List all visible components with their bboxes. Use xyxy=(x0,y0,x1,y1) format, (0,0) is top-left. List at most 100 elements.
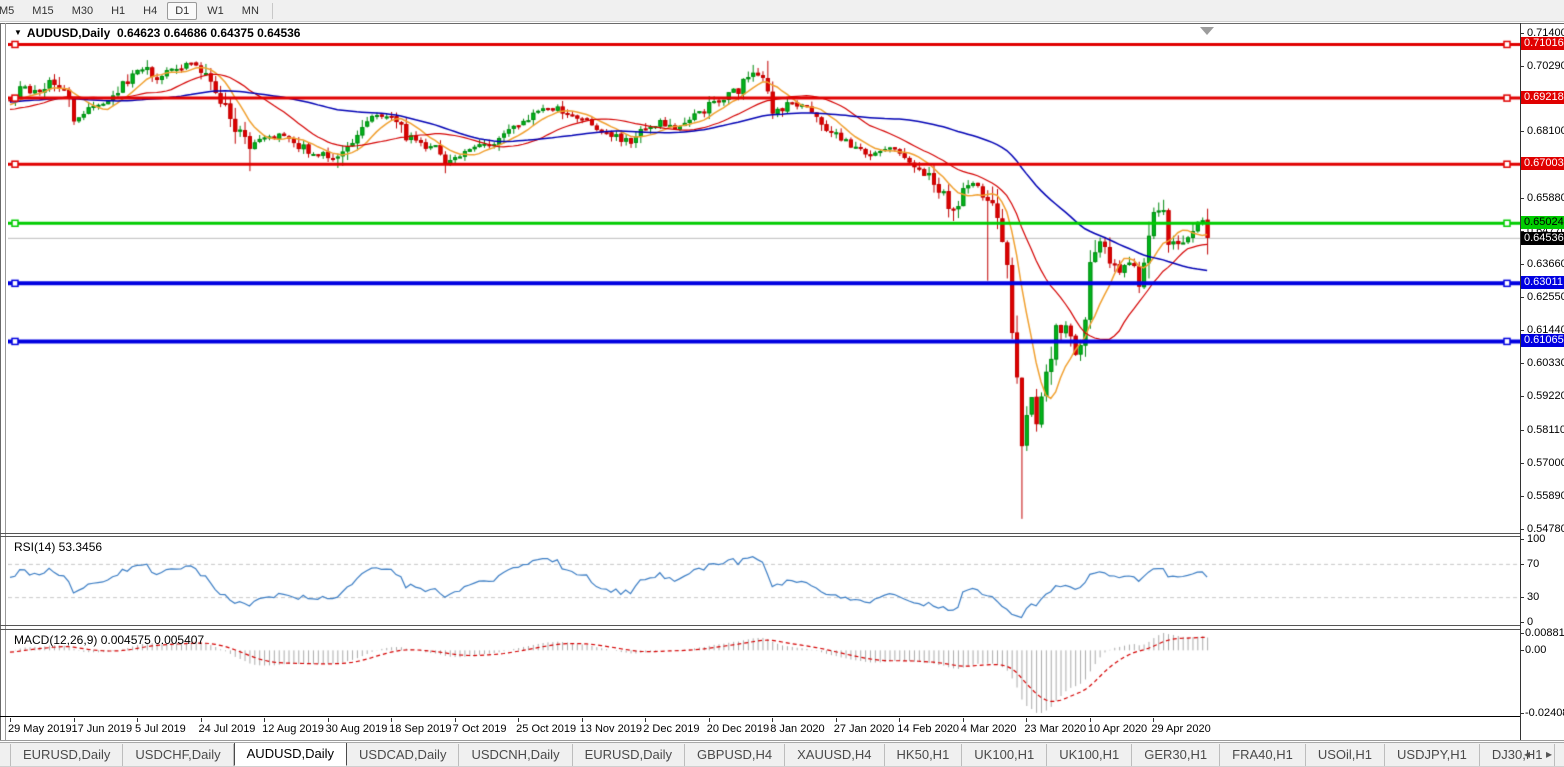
timeframe-button-m5[interactable]: M5 xyxy=(0,4,15,17)
date-tick-label: 5 Jul 2019 xyxy=(135,723,186,735)
price-tick-mark xyxy=(1520,330,1524,332)
chart-tab-fra40-h1[interactable]: FRA40,H1 xyxy=(1220,744,1306,766)
tab-scroll-left-icon[interactable]: ◂ xyxy=(1524,747,1531,761)
chart-tab-eurusd-daily[interactable]: EURUSD,Daily xyxy=(573,744,685,766)
window-left-border-outer xyxy=(0,23,1,741)
date-tick-label: 29 Apr 2020 xyxy=(1151,723,1211,735)
date-axis-bottom-border xyxy=(0,740,1564,741)
date-tick-label: 13 Nov 2019 xyxy=(579,723,643,735)
macd-label: MACD(12,26,9) 0.004575 0.005407 xyxy=(14,633,205,647)
price-tick-label: 0.62550 xyxy=(1527,291,1564,304)
rsi-tick-mark xyxy=(1520,597,1524,599)
date-tick-mark xyxy=(772,718,774,722)
chart-tab-ger30-h1[interactable]: GER30,H1 xyxy=(1132,744,1221,766)
rsi-tick-mark xyxy=(1520,622,1524,623)
date-tick-label: 8 Jan 2020 xyxy=(770,723,825,735)
price-tick-label: 0.57000 xyxy=(1527,456,1564,469)
date-tick-label: 27 Jan 2020 xyxy=(833,723,895,735)
tab-scroll-right-icon[interactable]: ▸ xyxy=(1546,747,1553,761)
price-tick-label: 0.65880 xyxy=(1527,191,1564,204)
chart-tab-uk100-h1[interactable]: UK100,H1 xyxy=(962,744,1048,766)
date-tick-mark xyxy=(391,718,393,722)
date-tick-mark xyxy=(518,718,520,722)
price-tick-mark xyxy=(1520,263,1524,265)
timeframe-button-d1[interactable]: D1 xyxy=(167,1,198,20)
chart-tab-usoil-h1[interactable]: USOil,H1 xyxy=(1306,744,1386,766)
chart-title: ▼ AUDUSD,Daily 0.64623 0.64686 0.64375 0.… xyxy=(14,26,300,40)
date-tick-mark xyxy=(327,718,329,722)
main-panel-bottom-border xyxy=(0,533,1520,534)
chart-tab-xauusd-h4[interactable]: XAUUSD,H4 xyxy=(785,744,885,766)
rsi-tick-mark xyxy=(1520,563,1524,565)
price-tick-label: 0.70290 xyxy=(1527,60,1564,73)
date-tick-mark xyxy=(708,718,710,722)
price-tick-label: 0.68100 xyxy=(1527,125,1564,138)
price-tick-mark xyxy=(1520,297,1524,299)
chart-shift-marker-icon[interactable] xyxy=(1200,27,1214,35)
macd-panel-top-border xyxy=(0,629,1520,630)
price-tick-mark xyxy=(1520,363,1524,365)
date-tick-mark xyxy=(200,718,202,722)
rsi-tick-label: 30 xyxy=(1527,591,1540,604)
date-tick-mark xyxy=(454,718,456,722)
level-price-label: 0.69218 xyxy=(1521,91,1564,105)
macd-tick-mark xyxy=(1520,713,1524,714)
macd-panel-bottom-border xyxy=(0,716,1520,717)
chart-tab-eurusd-daily[interactable]: EURUSD,Daily xyxy=(10,744,124,766)
timeframe-button-w1[interactable]: W1 xyxy=(207,4,224,17)
chart-tab-gbpusd-h4[interactable]: GBPUSD,H4 xyxy=(685,744,786,766)
date-tick-mark xyxy=(962,718,964,722)
price-tick-mark xyxy=(1520,197,1524,199)
date-tick-mark xyxy=(1153,718,1155,722)
price-tick-label: 0.60330 xyxy=(1527,357,1564,370)
rsi-indicator-chart[interactable] xyxy=(8,537,1520,625)
chart-tab-usdcnh-daily[interactable]: USDCNH,Daily xyxy=(459,744,573,766)
macd-tick-mark xyxy=(1520,633,1524,634)
date-tick-mark xyxy=(137,718,139,722)
rsi-tick-label: 70 xyxy=(1527,557,1540,570)
chart-dropdown-icon[interactable]: ▼ xyxy=(14,28,22,37)
chart-symbol-period: AUDUSD,Daily xyxy=(26,26,111,40)
chart-tab-audusd-daily[interactable]: AUDUSD,Daily xyxy=(233,743,348,766)
chart-tab-hk50-h1[interactable]: HK50,H1 xyxy=(885,744,963,766)
date-tick-label: 12 Aug 2019 xyxy=(262,723,324,735)
chart-tab-usdcad-daily[interactable]: USDCAD,Daily xyxy=(347,744,460,766)
price-tick-mark xyxy=(1520,66,1524,68)
macd-indicator-chart[interactable] xyxy=(8,630,1520,716)
date-tick-mark xyxy=(1089,718,1091,722)
chart-tab-dj30-h1[interactable]: DJ30,H1 xyxy=(1480,744,1556,766)
rsi-tick-label: 100 xyxy=(1527,533,1546,545)
price-axis-line xyxy=(1520,23,1521,741)
date-tick-mark xyxy=(835,718,837,722)
level-price-label: 0.61065 xyxy=(1521,334,1564,348)
window-left-border-inner xyxy=(5,23,6,741)
date-tick-label: 7 Oct 2019 xyxy=(452,723,507,735)
date-tick-mark xyxy=(10,718,11,722)
window-top-border xyxy=(0,23,1564,24)
price-tick-label: 0.54780 xyxy=(1527,523,1564,535)
level-price-label: 0.71016 xyxy=(1521,37,1564,51)
main-price-chart[interactable] xyxy=(8,33,1520,532)
chart-ohlc-values: 0.64623 0.64686 0.64375 0.64536 xyxy=(116,26,301,40)
chart-tab-usdchf-daily[interactable]: USDCHF,Daily xyxy=(123,744,234,766)
rsi-tick-label: 0 xyxy=(1527,616,1534,628)
date-tick-mark xyxy=(264,718,266,722)
price-tick-mark xyxy=(1520,131,1524,133)
timeframe-button-mn[interactable]: MN xyxy=(241,4,259,17)
chart-tab-uk100-h1[interactable]: UK100,H1 xyxy=(1047,744,1133,766)
date-tick-label: 14 Feb 2020 xyxy=(897,723,960,735)
price-tick-label: 0.55890 xyxy=(1527,489,1564,502)
timeframe-button-h1[interactable]: H1 xyxy=(111,4,126,17)
timeframe-button-h4[interactable]: H4 xyxy=(143,4,158,17)
level-price-label: 0.63011 xyxy=(1521,276,1564,290)
timeframe-button-m30[interactable]: M30 xyxy=(71,4,94,17)
date-tick-label: 25 Oct 2019 xyxy=(516,723,577,735)
timeframe-button-m15[interactable]: M15 xyxy=(32,4,54,17)
price-tick-mark xyxy=(1520,429,1524,431)
price-tick-mark xyxy=(1520,396,1524,398)
chart-tab-usdjpy-h1[interactable]: USDJPY,H1 xyxy=(1385,744,1480,766)
price-tick-label: 0.71400 xyxy=(1527,27,1564,39)
date-tick-label: 4 Mar 2020 xyxy=(960,723,1017,735)
macd-tick-mark xyxy=(1520,650,1524,652)
price-tick-mark xyxy=(1520,462,1524,464)
